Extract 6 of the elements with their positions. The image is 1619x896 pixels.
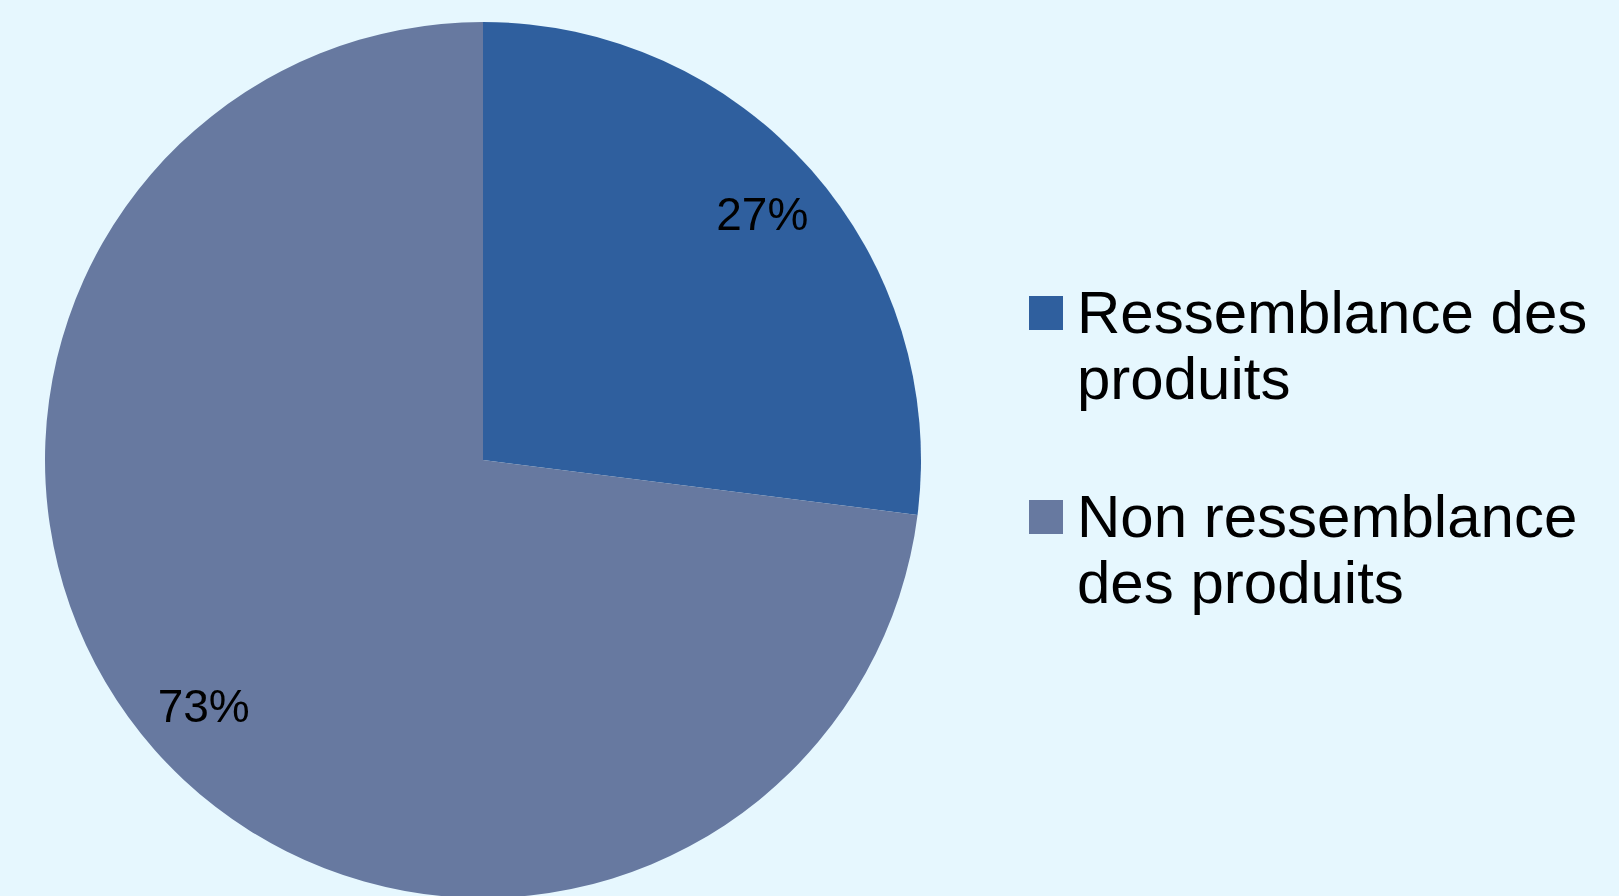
data-label: 27%: [716, 187, 809, 240]
pie-slice: [45, 22, 918, 896]
legend-label: Non ressemblance des produits: [1077, 483, 1579, 616]
data-label: 73%: [157, 680, 250, 733]
legend-label: Ressemblance des produits: [1077, 279, 1589, 412]
pie-slice: [483, 22, 921, 515]
